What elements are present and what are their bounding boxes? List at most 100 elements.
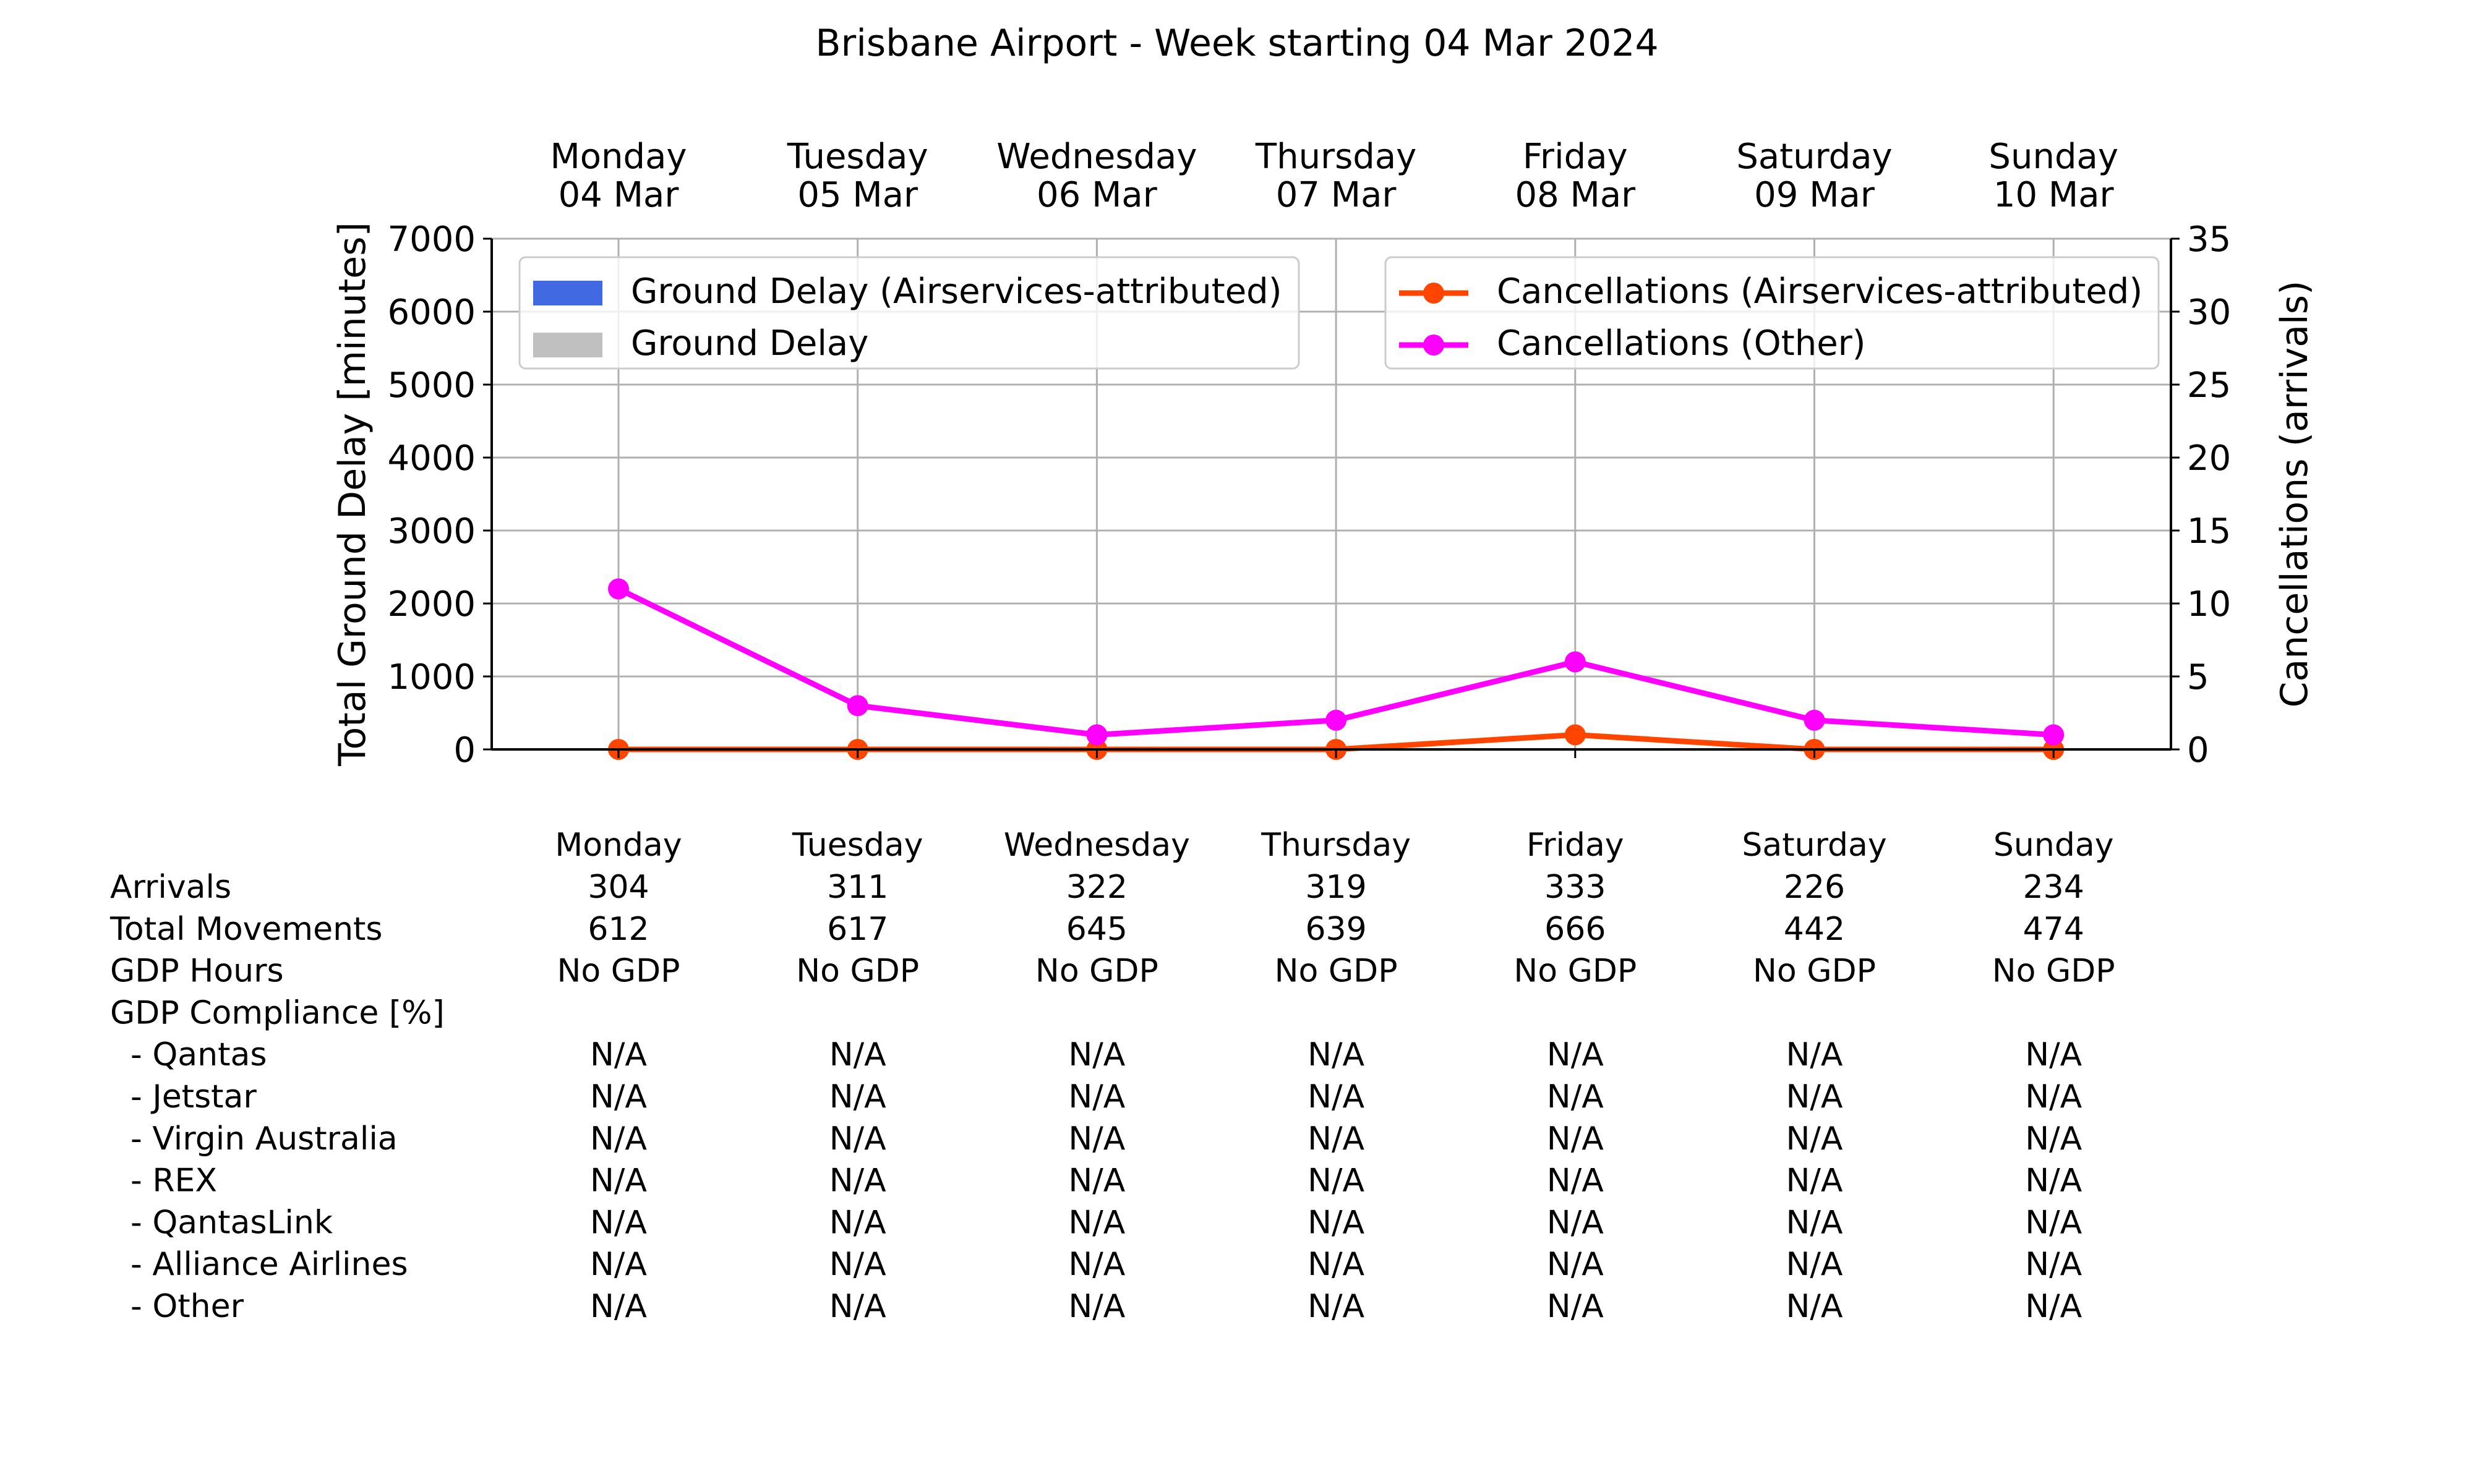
y2-tick-label: 5 [2187, 657, 2209, 697]
day-date-label: 05 Mar [797, 175, 918, 215]
table-cell: N/A [590, 1204, 647, 1241]
table-cell: No GDP [557, 953, 680, 990]
day-name-label: Monday [550, 137, 687, 177]
table-cell: N/A [2025, 1288, 2082, 1325]
point-cancellations-other [608, 578, 629, 600]
table-cell: N/A [1068, 1120, 1125, 1158]
y2-tick-label: 20 [2187, 438, 2231, 479]
y2-tick-label: 0 [2187, 730, 2209, 770]
table-cell: 639 [1305, 911, 1366, 948]
table-cell: N/A [829, 1078, 886, 1115]
y-tick-label: 2000 [387, 584, 476, 625]
y-tick-label: 6000 [387, 292, 476, 333]
table-cell: N/A [1308, 1204, 1364, 1241]
table-cell: N/A [1547, 1204, 1604, 1241]
y2-axis-title: Cancellations (arrivals) [2273, 281, 2316, 708]
table-cell: N/A [1786, 1288, 1843, 1325]
table-row-label: - QantasLink [110, 1204, 333, 1241]
table-cell: No GDP [1275, 953, 1398, 990]
table-cell: N/A [2025, 1120, 2082, 1158]
day-date-label: 08 Mar [1515, 175, 1636, 215]
table-cell: N/A [1547, 1120, 1604, 1158]
point-cancellations-other [1804, 709, 1825, 731]
table-cell: N/A [590, 1078, 647, 1115]
stats-table: Monday Tuesday Wednesday Thursday Friday Satu… [109, 827, 2115, 1325]
table-cell: N/A [1308, 1078, 1364, 1115]
table-cell: N/A [1068, 1288, 1125, 1325]
table-row-label: Total Movements [109, 911, 383, 948]
table-header-cell: Sunday [1993, 827, 2114, 864]
chart-title: Brisbane Airport - Week starting 04 Mar … [815, 22, 1658, 65]
day-name-label: Saturday [1736, 137, 1892, 177]
table-cell: N/A [829, 1120, 886, 1158]
point-cancellations-other [1086, 724, 1108, 746]
table-cell: N/A [1308, 1036, 1364, 1073]
table-header-cell: Wednesday [1004, 827, 1190, 864]
table-cell: N/A [1068, 1036, 1125, 1073]
y2-tick-label: 15 [2187, 511, 2231, 552]
table-cell: N/A [1786, 1246, 1843, 1283]
table-row-label: GDP Compliance [%] [110, 994, 445, 1031]
table-cell: N/A [1786, 1120, 1843, 1158]
table-cell: 322 [1066, 869, 1128, 906]
table-cell: N/A [1068, 1246, 1125, 1283]
table-cell: 645 [1066, 911, 1128, 948]
table-cell: 617 [827, 911, 888, 948]
legend-frame [1384, 256, 2160, 370]
point-cancellations-other [2043, 724, 2065, 746]
table-cell: N/A [590, 1162, 647, 1200]
table-cell: No GDP [796, 953, 919, 990]
day-name-label: Friday [1523, 137, 1628, 177]
table-cell: 319 [1305, 869, 1366, 906]
table-cell: N/A [2025, 1036, 2082, 1073]
table-cell: N/A [1547, 1078, 1604, 1115]
table-cell: 612 [588, 911, 649, 948]
table-header-cell: Friday [1526, 827, 1624, 864]
y2-tick-label: 25 [2187, 365, 2231, 406]
day-date-label: 06 Mar [1037, 175, 1158, 215]
legend-marker [1423, 335, 1444, 356]
table-cell: 304 [588, 869, 649, 906]
legend-ground-delay: Ground Delay (Airservices-attributed) Gro… [518, 256, 1300, 370]
legend-label: Ground Delay [631, 323, 868, 364]
day-name-label: Tuesday [787, 137, 928, 177]
y-axis-title: Total Ground Delay [minutes] [331, 222, 374, 767]
table-cell: N/A [1547, 1036, 1604, 1073]
table-cell: 474 [2023, 911, 2084, 948]
table-cell: N/A [1308, 1162, 1364, 1200]
table-cell: N/A [1308, 1288, 1364, 1325]
y-tick-label: 0 [453, 730, 476, 770]
table-cell: N/A [1308, 1120, 1364, 1158]
point-cancellations-other [1564, 651, 1586, 673]
table-cell: 311 [827, 869, 888, 906]
legend-marker [1423, 283, 1444, 304]
table-row-label: - Jetstar [110, 1078, 257, 1115]
table-cell: N/A [829, 1036, 886, 1073]
table-cell: N/A [1547, 1162, 1604, 1200]
table-cell: 226 [1784, 869, 1845, 906]
table-cell: N/A [1786, 1036, 1843, 1073]
table-header-cell: Monday [555, 827, 682, 864]
table-cell: N/A [829, 1162, 886, 1200]
table-cell: N/A [2025, 1162, 2082, 1200]
legend-cancellations: Cancellations (Airservices-attributed) Ca… [1384, 256, 2160, 370]
table-header-cell: Thursday [1261, 827, 1411, 864]
legend-frame [518, 256, 1300, 370]
table-cell: N/A [829, 1204, 886, 1241]
table-row-label: - Virgin Australia [110, 1120, 398, 1158]
table-cell: 442 [1784, 911, 1845, 948]
table-cell: N/A [1068, 1162, 1125, 1200]
table-cell: N/A [1068, 1204, 1125, 1241]
point-cancellations-other [847, 695, 868, 717]
table-cell: N/A [590, 1288, 647, 1325]
table-cell: 234 [2023, 869, 2084, 906]
legend-swatch [533, 281, 602, 305]
table-cell: N/A [829, 1246, 886, 1283]
table-row-label: - Qantas [110, 1036, 267, 1073]
point-cancellations-airservices [1564, 724, 1586, 746]
table-cell: N/A [1068, 1078, 1125, 1115]
legend-swatch [533, 333, 602, 357]
legend-label: Ground Delay (Airservices-attributed) [631, 271, 1282, 312]
table-row-label: - Other [110, 1288, 244, 1325]
